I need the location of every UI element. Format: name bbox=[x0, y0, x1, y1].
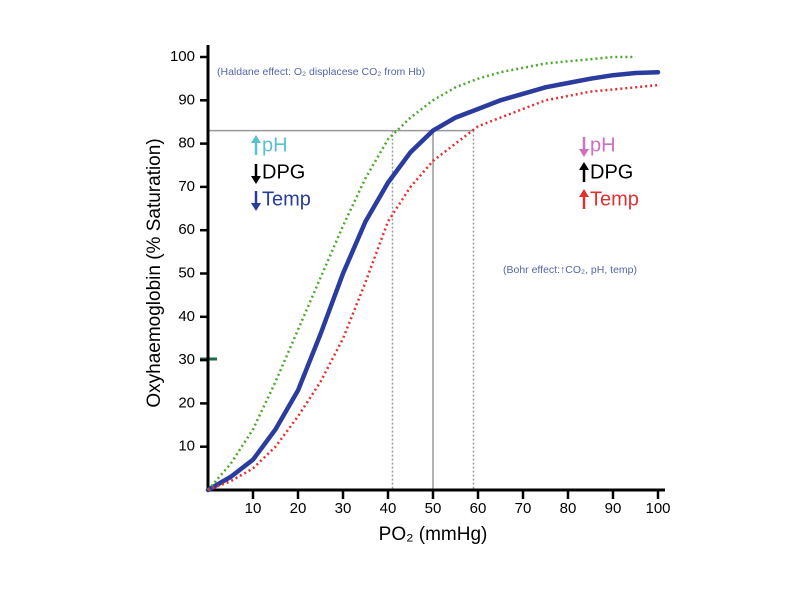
y-tick-label: 80 bbox=[178, 135, 195, 152]
x-tick-label: 90 bbox=[605, 500, 622, 517]
y-tick-label: 30 bbox=[178, 351, 195, 368]
curve bbox=[207, 83, 659, 492]
x-tick-label: 100 bbox=[645, 500, 670, 517]
x-tick-label: 40 bbox=[380, 500, 397, 517]
y-tick-label: 40 bbox=[178, 308, 195, 325]
factor-arrow-head bbox=[579, 149, 589, 157]
x-tick-label: 10 bbox=[245, 500, 262, 517]
annotation: (Haldane effect: O₂ displacese CO₂ from … bbox=[217, 66, 425, 78]
y-tick-label: 10 bbox=[178, 438, 195, 455]
y-tick-label: 90 bbox=[178, 91, 195, 108]
y-tick-label: 100 bbox=[170, 48, 195, 65]
y-tick-label: 50 bbox=[178, 264, 195, 281]
y-tick-label: 20 bbox=[178, 394, 195, 411]
factor-arrow-head bbox=[251, 176, 261, 184]
x-tick-label: 20 bbox=[290, 500, 307, 517]
y-axis-label: Oxyhaemoglobin (% Saturation) bbox=[144, 138, 165, 407]
factor-label: Temp bbox=[590, 188, 639, 210]
curve bbox=[207, 55, 636, 491]
x-tick-label: 60 bbox=[470, 500, 487, 517]
factor-arrow-head bbox=[251, 203, 261, 211]
factor-label: DPG bbox=[262, 161, 305, 183]
curve bbox=[205, 69, 661, 493]
x-tick-label: 50 bbox=[425, 500, 442, 517]
factor-label: pH bbox=[262, 134, 288, 156]
factor-label: DPG bbox=[590, 161, 633, 183]
factor-arrow-head bbox=[579, 189, 589, 197]
x-tick-label: 80 bbox=[560, 500, 577, 517]
annotation: (Bohr effect:↑CO₂, pH, temp) bbox=[503, 264, 637, 276]
x-tick-label: 30 bbox=[335, 500, 352, 517]
y-tick-label: 60 bbox=[178, 221, 195, 238]
factor-arrow-head bbox=[579, 162, 589, 170]
factor-label: Temp bbox=[262, 188, 311, 210]
y-tick-label: 70 bbox=[178, 178, 195, 195]
factor-label: pH bbox=[590, 134, 616, 156]
x-tick-label: 70 bbox=[515, 500, 532, 517]
x-axis-label: PO₂ (mmHg) bbox=[379, 524, 488, 545]
factor-arrow-head bbox=[251, 135, 261, 143]
